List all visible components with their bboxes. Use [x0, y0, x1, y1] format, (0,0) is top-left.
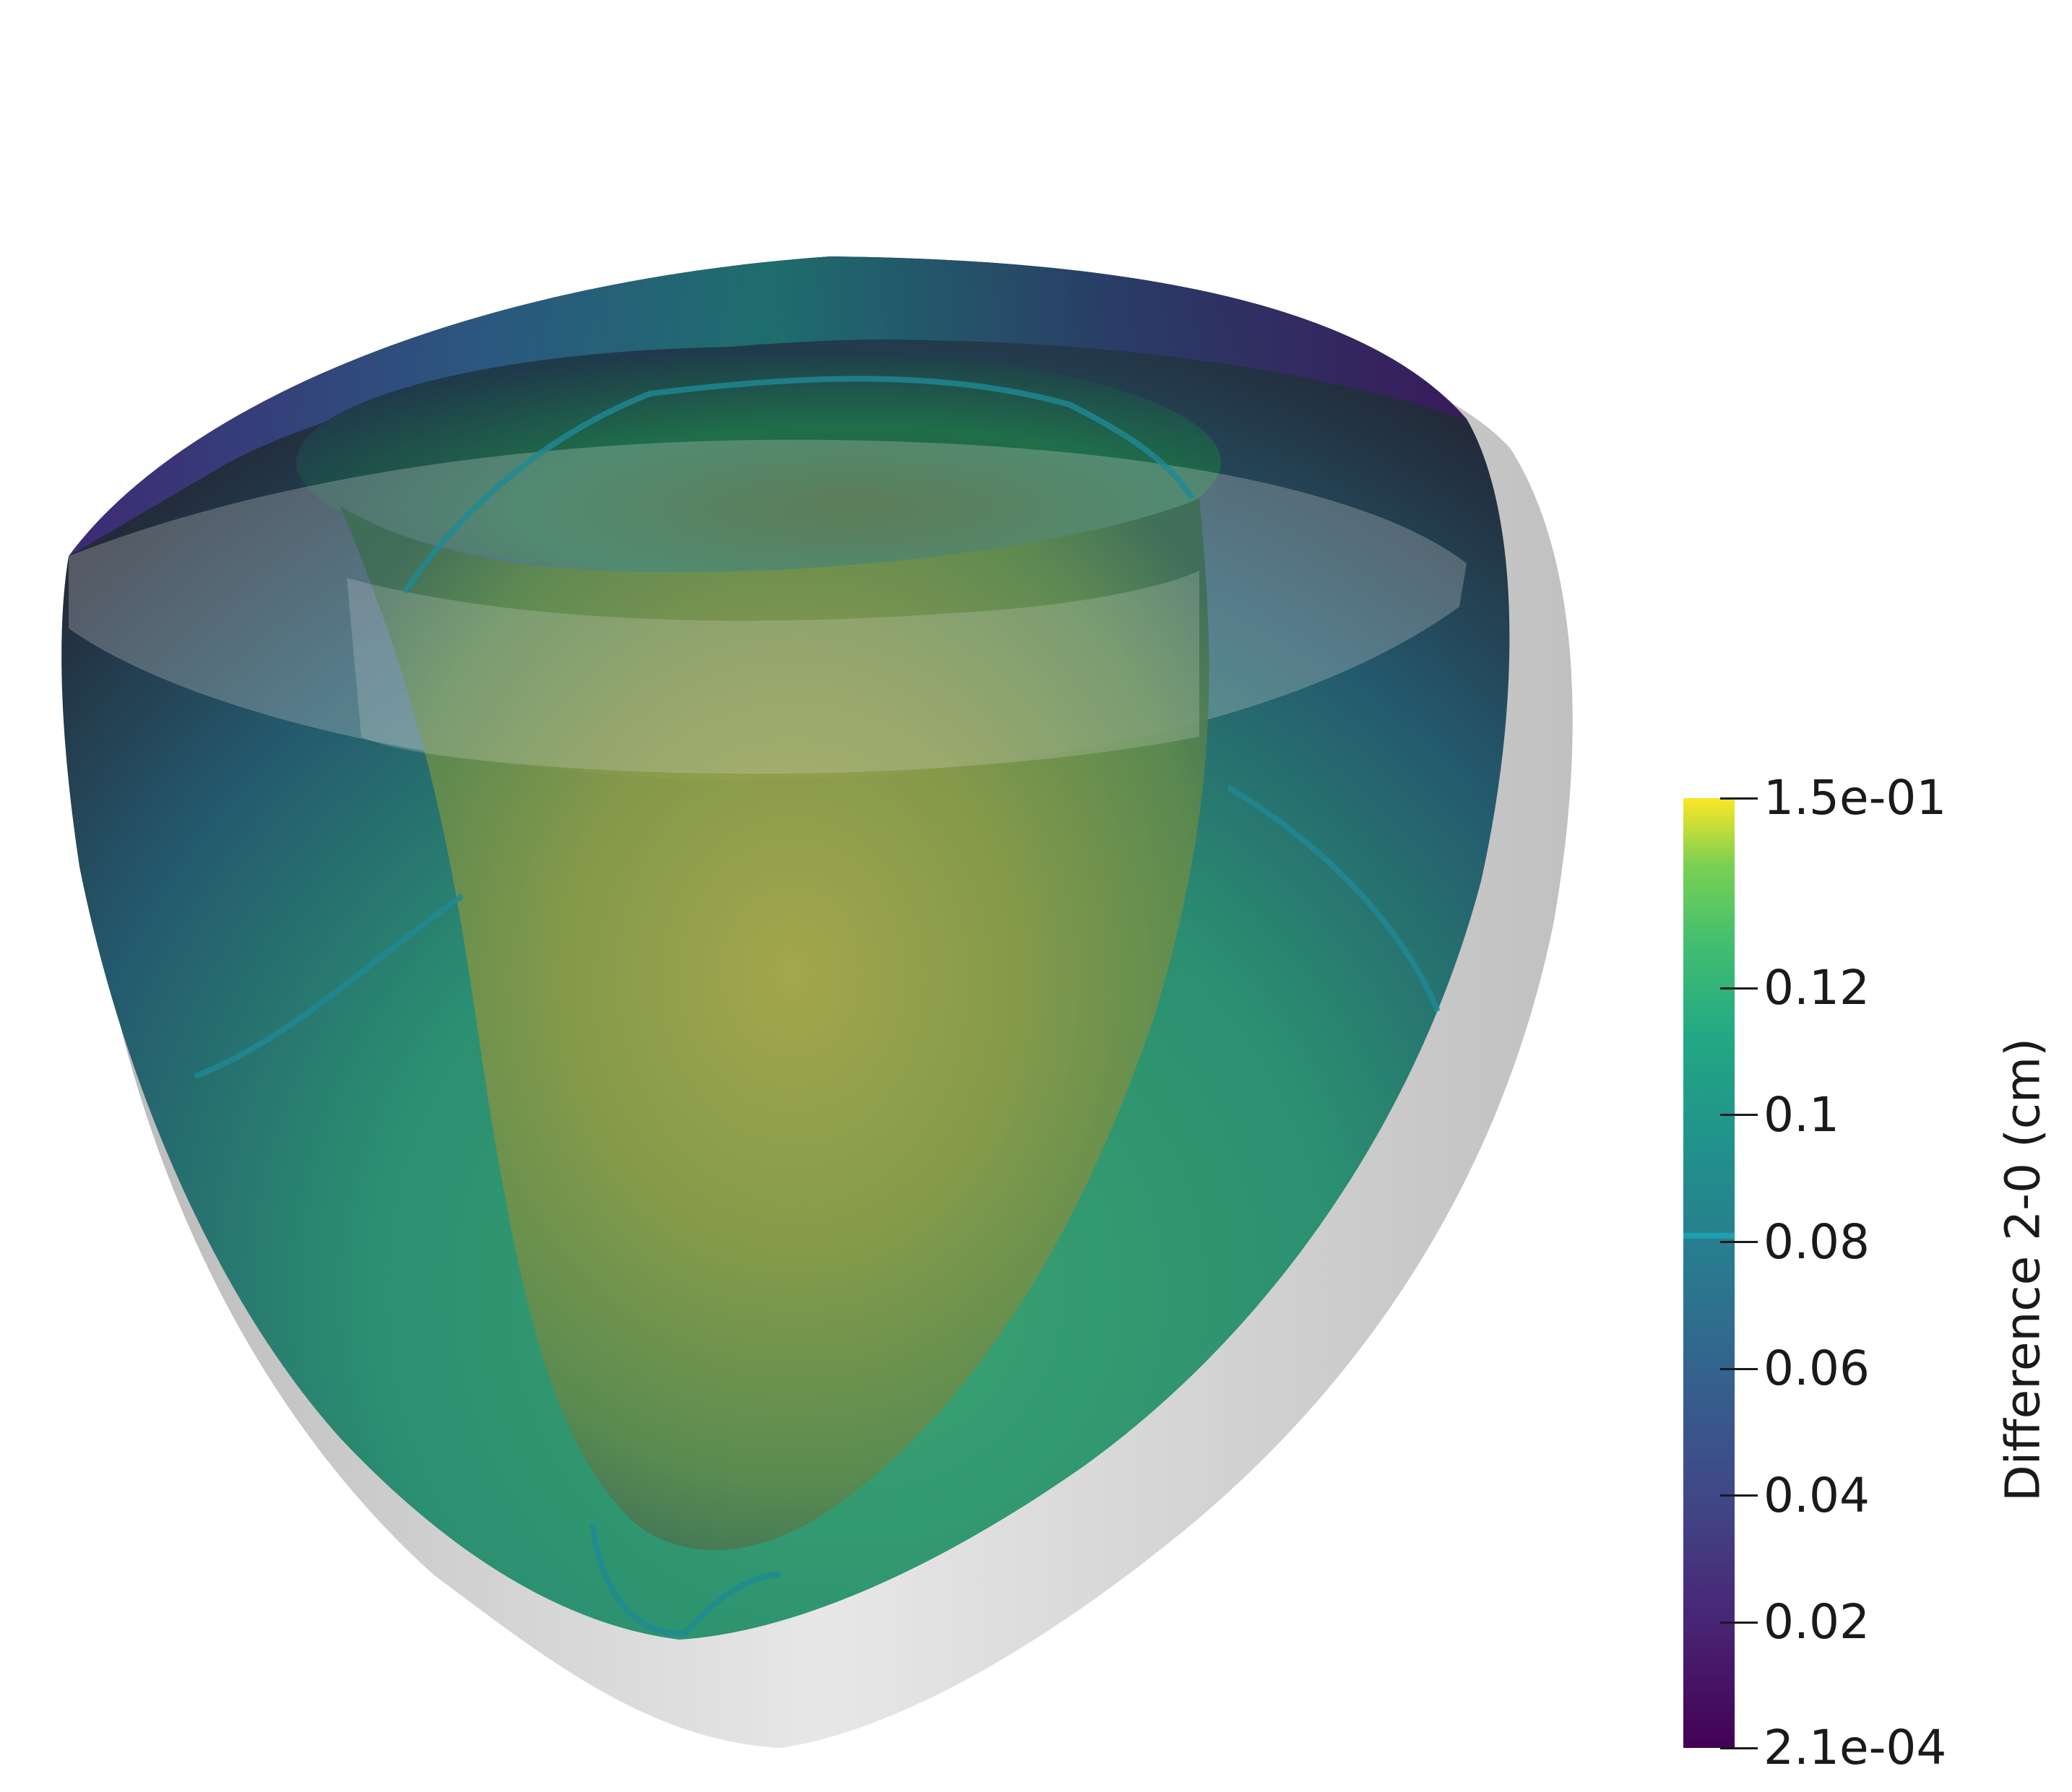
scalar-bar-tick-label: 0.08: [1764, 1213, 1870, 1270]
band-overlay: [347, 571, 1199, 774]
scalar-bar-tick-label: 0.04: [1764, 1467, 1870, 1523]
scalar-bar-tick-label: 0.12: [1764, 960, 1870, 1016]
scalar-bar-tick: [1720, 1494, 1758, 1497]
scalar-bar-tick: [1720, 1367, 1758, 1370]
scalar-bar-gradient: [1683, 798, 1735, 1748]
scalar-bar-tick: [1720, 1241, 1758, 1244]
scalar-bar-highlight: [1683, 1232, 1735, 1239]
scalar-bar-tick-label: 0.1: [1764, 1086, 1839, 1143]
cavity-opening: [296, 347, 1221, 578]
basal-rim: [69, 256, 1467, 556]
scalar-bar-tick-label: 2.1e-04: [1764, 1720, 1947, 1775]
isocontour-line: [194, 376, 1441, 1636]
scalar-bar-tick: [1720, 1746, 1758, 1749]
scalar-bar-tick: [1720, 1621, 1758, 1624]
endocardial-cavity: [340, 498, 1209, 1551]
scalar-bar-tick-label: 0.06: [1764, 1341, 1870, 1397]
scalar-bar-title: Difference 2-0 (cm): [1995, 1037, 2051, 1502]
scalar-bar-tick: [1720, 987, 1758, 990]
scalar-bar-tick-label: 1.5e-01: [1764, 770, 1947, 826]
scalar-bar-tick-label: 0.02: [1764, 1594, 1870, 1650]
scalar-bar-tick: [1720, 1114, 1758, 1117]
scalar-bar-tick: [1720, 797, 1758, 800]
